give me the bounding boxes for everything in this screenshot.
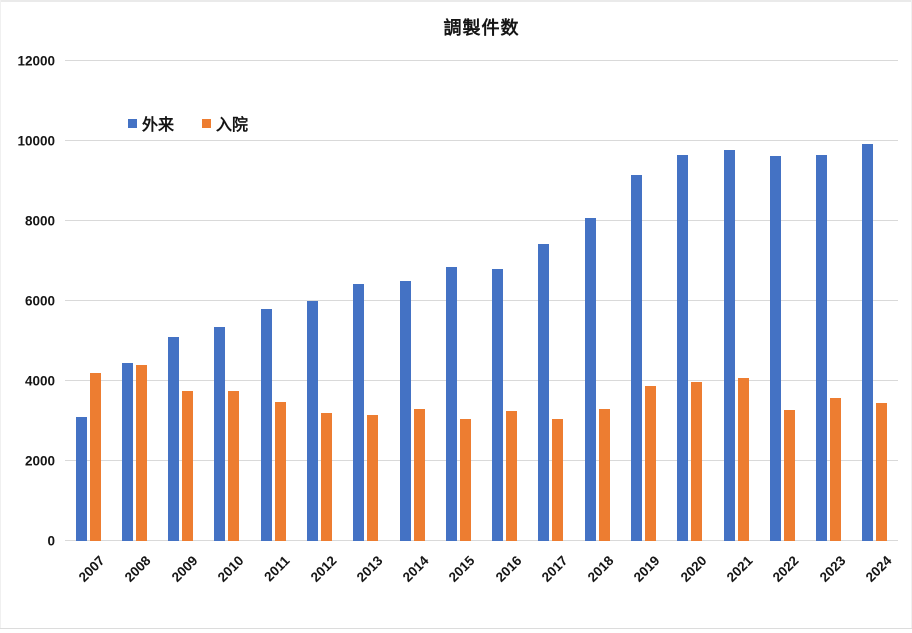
legend-swatch-outpatient-icon: [128, 118, 137, 128]
bar-inpatient-2022: [783, 409, 795, 541]
legend-swatch-inpatient-icon: [202, 118, 212, 128]
frame-bottom-edge: [0, 628, 912, 629]
y-tick-label-8000: 8000: [24, 213, 55, 229]
bar-outpatient-2014: [399, 280, 411, 541]
x-tick-label-2016: 2016: [492, 553, 525, 585]
legend-label-outpatient: 外来: [142, 117, 175, 134]
bar-outpatient-2022: [769, 155, 781, 541]
x-tick-label-2019: 2019: [631, 553, 664, 585]
bar-inpatient-2008: [135, 364, 147, 541]
x-tick-label-2022: 2022: [770, 553, 802, 585]
bar-inpatient-2016: [506, 410, 518, 541]
bar-inpatient-2018: [598, 408, 610, 541]
bar-outpatient-2007: [75, 416, 87, 541]
x-tick-label-2023: 2023: [816, 553, 849, 585]
x-tick-label-2009: 2009: [168, 553, 201, 585]
bar-inpatient-2011: [274, 402, 286, 541]
gridline-6000: [65, 300, 898, 301]
bar-inpatient-2009: [182, 391, 194, 541]
x-axis: 2007 2008 2009 2010 2011 2012 2013 2014 2015 2016…: [65, 545, 898, 625]
y-tick-label-12000: 12000: [17, 53, 55, 69]
gridline-4000: [65, 380, 898, 382]
bar-outpatient-2011: [260, 309, 272, 541]
bar-outpatient-2010: [214, 327, 226, 541]
y-tick-label-6000: 6000: [24, 293, 55, 309]
bar-inpatient-2017: [552, 419, 564, 541]
bar-outpatient-2024: [862, 144, 874, 541]
gridline-2000: [65, 460, 898, 462]
bar-outpatient-2009: [168, 337, 180, 541]
bar-outpatient-2013: [353, 283, 365, 541]
bar-outpatient-2017: [538, 244, 550, 541]
bar-inpatient-2012: [321, 413, 333, 541]
bar-inpatient-2007: [89, 372, 101, 541]
bar-inpatient-2021: [737, 377, 749, 541]
bar-inpatient-2015: [459, 418, 471, 541]
gridline-0: [65, 540, 898, 541]
bar-inpatient-2013: [367, 415, 379, 541]
frame-left-edge: [0, 0, 1, 629]
bar-outpatient-2021: [723, 149, 735, 541]
legend-item-outpatient: 外来: [128, 111, 174, 135]
bar-outpatient-2018: [584, 217, 596, 541]
y-tick-label-0: 0: [47, 533, 55, 549]
plot-area: [65, 60, 898, 541]
bar-inpatient-2023: [830, 398, 842, 541]
y-tick-label-4000: 4000: [24, 373, 55, 389]
bar-inpatient-2010: [228, 391, 240, 541]
y-tick-label-2000: 2000: [24, 453, 55, 469]
bar-inpatient-2020: [691, 382, 703, 541]
bar-outpatient-2012: [307, 300, 319, 541]
bar-inpatient-2014: [413, 409, 425, 541]
gridline-12000: [65, 60, 898, 61]
gridline-10000: [65, 140, 898, 141]
legend: 外来 入院: [128, 111, 248, 135]
y-axis: 0 2000 4000 6000 8000 10000 12000: [0, 54, 55, 549]
x-tick-label-2015: 2015: [446, 553, 478, 585]
bar-outpatient-2008: [121, 363, 133, 541]
bar-inpatient-2024: [876, 403, 888, 541]
bar-outpatient-2019: [630, 175, 642, 541]
x-tick-label-2012: 2012: [307, 553, 340, 585]
frame-top-edge: [0, 0, 912, 2]
bar-outpatient-2016: [492, 269, 504, 541]
legend-item-inpatient: 入院: [202, 111, 248, 135]
bar-inpatient-2019: [644, 386, 656, 541]
legend-label-inpatient: 入院: [216, 117, 249, 134]
y-tick-label-10000: 10000: [17, 133, 55, 149]
x-tick-label-2008: 2008: [122, 553, 155, 585]
bar-outpatient-2020: [677, 155, 689, 541]
bar-outpatient-2015: [445, 266, 457, 541]
bar-outpatient-2023: [816, 155, 828, 541]
chart-title: 調製件数: [443, 18, 520, 38]
gridline-8000: [65, 220, 898, 222]
